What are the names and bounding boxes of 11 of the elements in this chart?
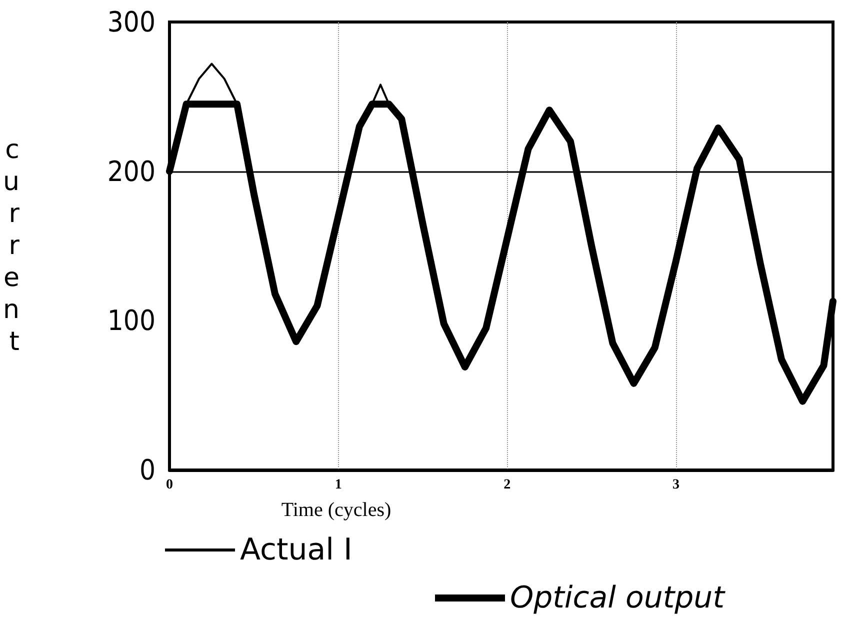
y-axis-title: current <box>2 135 20 357</box>
x-tick-label: 2 <box>504 478 511 492</box>
legend-label: Actual I <box>240 532 352 568</box>
x-tick-label: 0 <box>166 478 173 492</box>
x-axis-title: Time (cycles) <box>281 499 392 521</box>
x-tick-label: 3 <box>672 478 680 492</box>
y-tick-label: 100 <box>107 304 156 338</box>
y-tick-label: 200 <box>107 154 156 188</box>
x-tick-label: 1 <box>334 478 342 492</box>
legend-label: Optical output <box>510 580 726 616</box>
y-tick-label: 300 <box>107 6 156 38</box>
